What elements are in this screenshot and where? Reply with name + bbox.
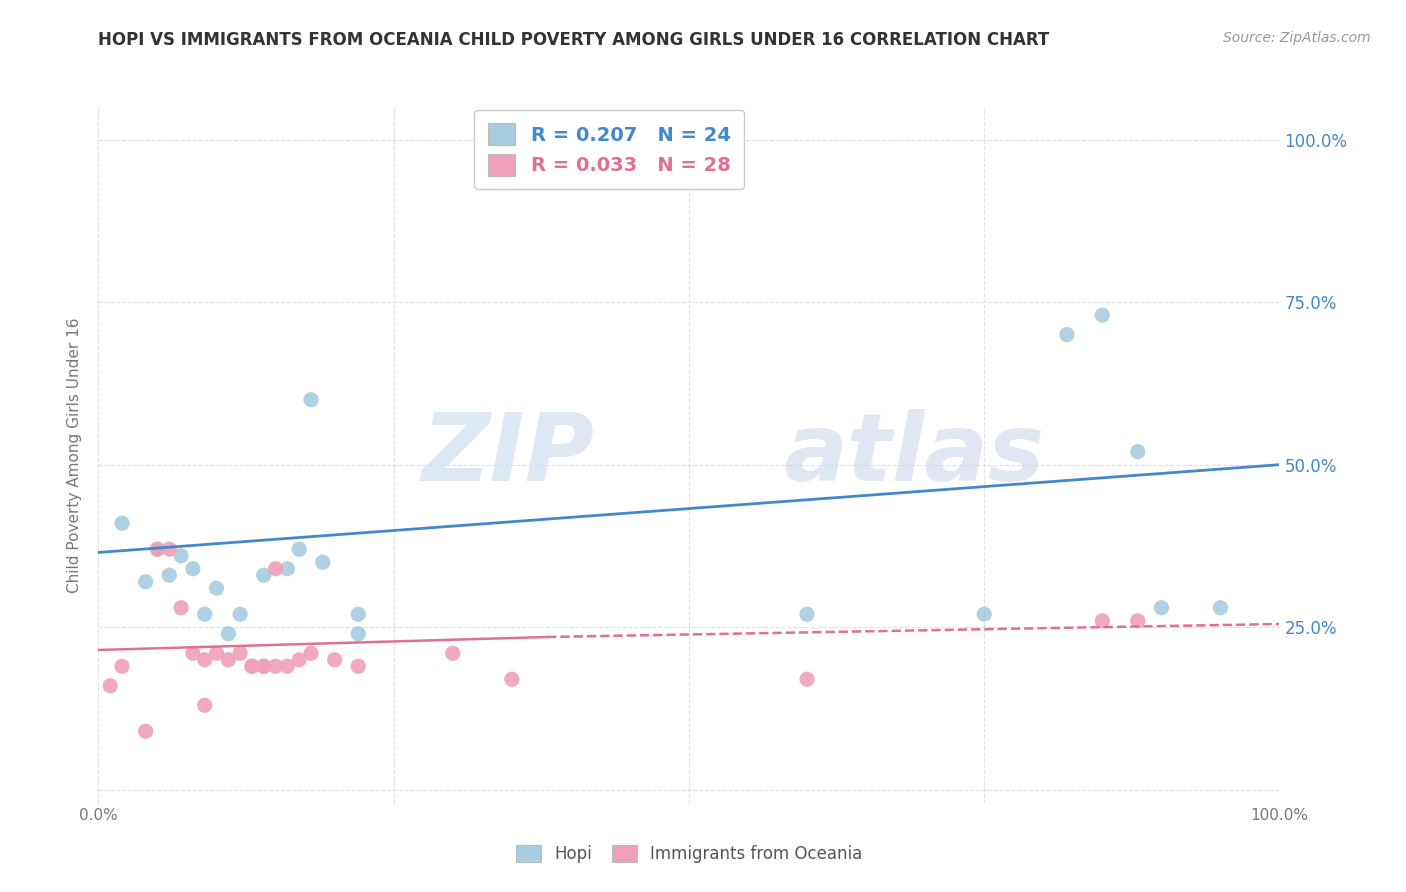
Point [347,626,370,640]
Point [146,542,169,557]
Point [1126,444,1149,458]
Point [501,672,523,686]
Point [229,646,252,660]
Point [170,600,193,615]
Point [240,659,263,673]
Point [194,607,217,622]
Point [217,626,239,640]
Point [299,646,322,660]
Point [111,659,134,673]
Point [253,568,276,582]
Point [796,672,818,686]
Point [323,653,346,667]
Point [796,607,818,622]
Point [1091,308,1114,322]
Point [1091,614,1114,628]
Point [170,549,193,563]
Point [157,568,180,582]
Point [264,659,287,673]
Text: HOPI VS IMMIGRANTS FROM OCEANIA CHILD POVERTY AMONG GIRLS UNDER 16 CORRELATION C: HOPI VS IMMIGRANTS FROM OCEANIA CHILD PO… [98,31,1050,49]
Point [240,659,263,673]
Point [973,607,995,622]
Point [1126,614,1149,628]
Text: Source: ZipAtlas.com: Source: ZipAtlas.com [1223,31,1371,45]
Point [276,562,298,576]
Point [288,653,311,667]
Point [181,562,204,576]
Point [288,542,311,557]
Point [441,646,464,660]
Text: atlas: atlas [783,409,1045,501]
Point [194,698,217,713]
Point [253,659,276,673]
Point [1150,600,1173,615]
Point [157,542,180,557]
Text: ZIP: ZIP [422,409,595,501]
Point [347,607,370,622]
Point [135,574,157,589]
Point [194,653,217,667]
Point [205,646,228,660]
Y-axis label: Child Poverty Among Girls Under 16: Child Poverty Among Girls Under 16 [67,318,83,592]
Legend: Hopi, Immigrants from Oceania: Hopi, Immigrants from Oceania [508,836,870,871]
Point [146,542,169,557]
Point [347,659,370,673]
Point [217,653,239,667]
Point [253,659,276,673]
Point [312,555,335,569]
Point [181,646,204,660]
Point [111,516,134,531]
Point [264,562,287,576]
Point [205,581,228,595]
Point [135,724,157,739]
Point [1209,600,1232,615]
Point [299,392,322,407]
Point [229,607,252,622]
Point [98,679,121,693]
Point [1056,327,1078,342]
Point [276,659,298,673]
